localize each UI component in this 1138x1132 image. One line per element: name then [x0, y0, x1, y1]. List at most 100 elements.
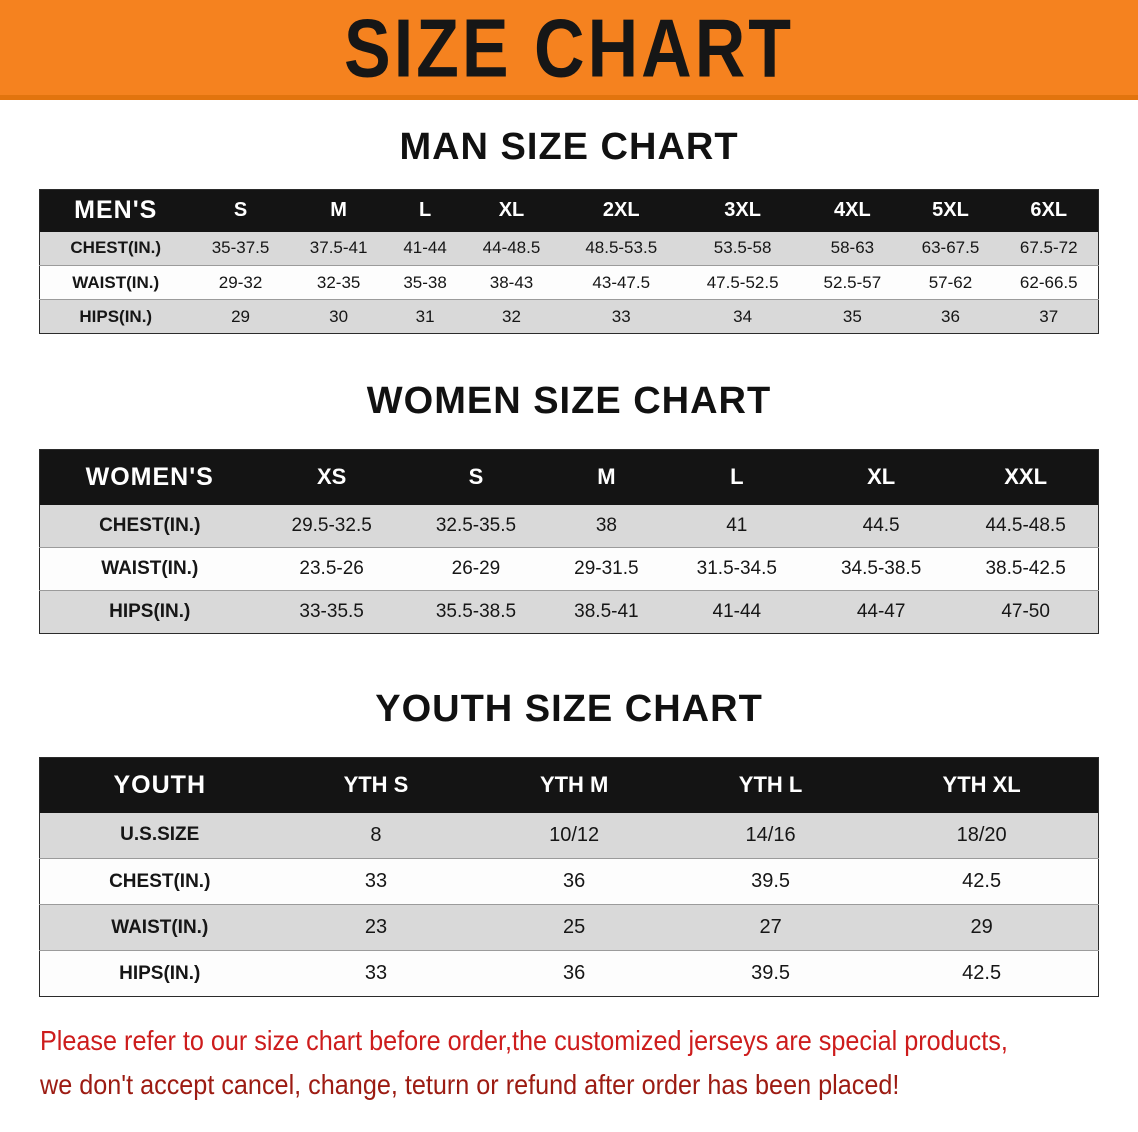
youth-section-heading: YOUTH SIZE CHART — [375, 688, 763, 730]
value-cell: 39.5 — [751, 870, 791, 892]
size-header-cell: M — [289, 189, 388, 232]
value-cell: 25 — [563, 916, 586, 938]
value-cell: 32-35 — [316, 272, 361, 292]
table-row: WAIST(IN.) 23 25 27 29 — [39, 904, 1099, 951]
row-label-cell: CHEST(IN.) — [109, 870, 211, 892]
value-cell: 48.5-53.5 — [585, 238, 658, 258]
disclaimer-line-2: we don't accept cancel, change, teturn o… — [40, 1069, 900, 1100]
value-cell: 29 — [970, 916, 993, 938]
women-section-heading: WOMEN SIZE CHART — [366, 380, 772, 422]
value-cell: 57-62 — [928, 272, 973, 292]
table-row: HIPS(IN.) 33-35.5 35.5-38.5 38.5-41 41-44 44-… — [39, 590, 1099, 634]
value-cell: 63-67.5 — [921, 238, 980, 258]
value-cell: 44.5-48.5 — [985, 514, 1066, 536]
value-cell: 44.5 — [862, 514, 900, 536]
value-cell: 29.5-32.5 — [291, 514, 372, 536]
value-cell: 31.5-34.5 — [696, 558, 777, 579]
table-row: HIPS(IN.) 33 36 39.5 42.5 — [39, 950, 1099, 997]
row-label-cell: HIPS(IN.) — [119, 962, 201, 984]
value-cell: 14/16 — [745, 823, 796, 846]
value-cell: 32.5-35.5 — [435, 514, 517, 536]
value-cell: 26-29 — [451, 558, 501, 579]
banner-title: SIZE CHART — [344, 1, 794, 94]
value-cell: 44-47 — [856, 601, 906, 622]
row-label-cell: U.S.SIZE — [120, 824, 200, 846]
table-row: CHEST(IN.) 35-37.5 37.5-41 41-44 44-48.5 48.5… — [39, 231, 1099, 266]
value-cell: 31 — [415, 306, 435, 326]
table-row: WAIST(IN.) 29-32 32-35 35-38 38-43 43-47.5 47.… — [39, 265, 1099, 300]
size-header-cell: XXL — [953, 449, 1099, 505]
value-cell: 33 — [364, 962, 388, 984]
value-cell: 10/12 — [549, 823, 600, 846]
men-section-heading: MAN SIZE CHART — [399, 126, 739, 168]
value-cell: 23.5-26 — [299, 558, 364, 579]
value-cell: 44-48.5 — [482, 238, 541, 258]
value-cell: 8 — [370, 823, 382, 846]
banner: SIZE CHART — [0, 0, 1138, 100]
value-cell: 41-44 — [712, 601, 762, 622]
table-title-cell: MEN'S — [39, 189, 192, 232]
value-cell: 18/20 — [956, 823, 1007, 846]
size-header-cell: 4XL — [803, 189, 902, 232]
value-cell: 36 — [941, 306, 960, 326]
value-cell: 47.5-52.5 — [706, 272, 779, 292]
size-header-cell: 2XL — [560, 189, 682, 232]
value-cell: 42.5 — [962, 962, 1002, 984]
value-cell: 38.5-41 — [574, 601, 639, 622]
value-cell: 34 — [733, 306, 753, 326]
disclaimer-line-1: Please refer to our size chart before or… — [40, 1025, 1008, 1056]
table-row: CHEST(IN.) 29.5-32.5 32.5-35.5 38 41 44.5 44.5… — [39, 504, 1099, 548]
youth-size-table: YOUTH YTH S YTH M YTH L YTH XL U.S.SIZE 8 10/12… — [39, 757, 1099, 997]
value-cell: 32 — [502, 306, 521, 326]
size-header-cell: S — [191, 189, 290, 232]
size-header-cell: 3XL — [681, 189, 804, 232]
disclaimer-note: Please refer to our size chart before or… — [40, 1025, 1138, 1101]
value-cell: 37.5-41 — [309, 238, 368, 258]
value-cell: 35-38 — [403, 272, 447, 292]
value-cell: 29 — [231, 306, 250, 326]
value-cell: 39.5 — [751, 962, 791, 984]
value-cell: 33 — [364, 870, 388, 892]
value-cell: 36 — [563, 870, 586, 892]
mens-size-table: MEN'S S M L XL 2XL 3XL 4XL 5XL 6XL CHEST(IN.) 35-37… — [39, 189, 1099, 334]
table-row: CHEST(IN.) 33 36 39.5 42.5 — [39, 858, 1099, 905]
size-header-cell: YTH M — [472, 757, 676, 813]
value-cell: 41-44 — [403, 238, 447, 258]
value-cell: 38-43 — [489, 272, 534, 292]
womens-size-table: WOMEN'S XS S M L XL XXL CHEST(IN.) 29.5-32.5 32.5… — [39, 449, 1099, 634]
header-row: WOMEN'S XS S M L XL XXL — [39, 449, 1099, 505]
header-row: MEN'S S M L XL 2XL 3XL 4XL 5XL 6XL — [39, 189, 1099, 232]
value-cell: 36 — [563, 962, 586, 984]
value-cell: 33 — [611, 306, 631, 326]
row-label-cell: WAIST(IN.) — [72, 272, 160, 292]
size-header-cell: XL — [462, 189, 561, 232]
size-header-cell: YTH XL — [865, 757, 1099, 813]
value-cell: 29-31.5 — [574, 558, 639, 579]
row-label-cell: CHEST(IN.) — [70, 238, 162, 258]
value-cell: 62-66.5 — [1019, 272, 1078, 292]
size-header-cell: 5XL — [901, 189, 1000, 232]
value-cell: 35.5-38.5 — [435, 601, 517, 622]
value-cell: 53.5-58 — [713, 238, 772, 258]
table-title-cell: YOUTH — [39, 757, 280, 813]
size-header-cell: L — [387, 189, 463, 232]
row-label-cell: HIPS(IN.) — [109, 601, 191, 622]
table-title-cell: WOMEN'S — [39, 449, 260, 505]
size-header-cell: XL — [808, 449, 954, 505]
size-header-cell: S — [403, 449, 549, 505]
value-cell: 38.5-42.5 — [985, 558, 1066, 579]
value-cell: 43-47.5 — [592, 272, 651, 292]
value-cell: 67.5-72 — [1019, 238, 1078, 258]
value-cell: 42.5 — [962, 870, 1002, 892]
table-row: WAIST(IN.) 23.5-26 26-29 29-31.5 31.5-34.5 34… — [39, 547, 1099, 591]
size-header-cell: 6XL — [999, 189, 1099, 232]
size-header-cell: XS — [259, 449, 404, 505]
size-header-cell: YTH L — [675, 757, 866, 813]
row-label-cell: CHEST(IN.) — [99, 514, 201, 536]
value-cell: 52.5-57 — [823, 272, 882, 292]
row-label-cell: WAIST(IN.) — [101, 558, 199, 579]
size-header-cell: L — [664, 449, 809, 505]
size-header-cell: YTH S — [279, 757, 473, 813]
value-cell: 41 — [726, 514, 748, 536]
value-cell: 47-50 — [1001, 601, 1050, 622]
